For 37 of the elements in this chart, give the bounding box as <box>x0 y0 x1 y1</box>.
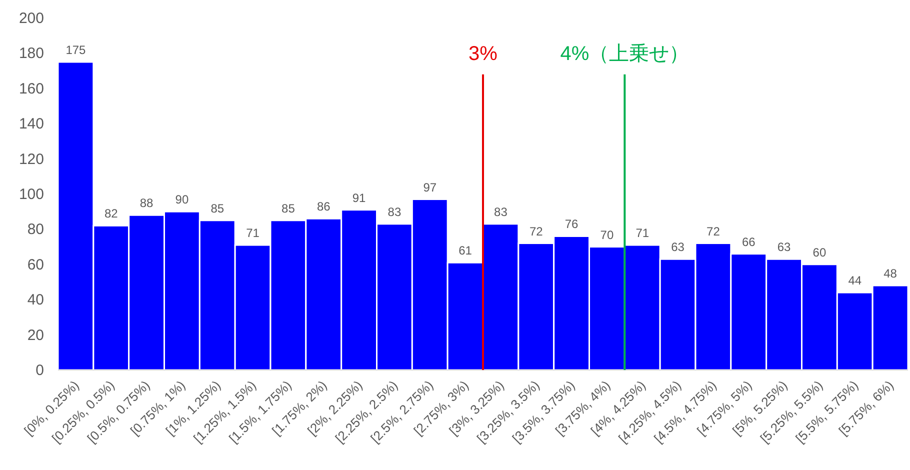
y-tick-label: 140 <box>18 116 44 133</box>
y-tick-label: 80 <box>27 221 44 238</box>
y-tick-label: 160 <box>18 80 44 98</box>
data-label: 66 <box>742 234 756 249</box>
ref-line-label: 4%（上乗せ） <box>560 43 690 66</box>
data-label: 44 <box>848 274 862 288</box>
y-tick-label: 100 <box>18 186 44 203</box>
data-label: 60 <box>812 245 826 260</box>
data-label: 63 <box>671 240 685 254</box>
data-label: 48 <box>884 266 898 281</box>
data-label: 71 <box>636 226 650 240</box>
data-label: 91 <box>352 190 366 205</box>
data-label: 175 <box>66 43 86 57</box>
data-label: 83 <box>494 204 508 219</box>
data-label: 85 <box>282 201 296 216</box>
data-label: 82 <box>104 206 118 221</box>
data-label: 61 <box>458 244 472 258</box>
y-tick-label: 20 <box>27 326 44 344</box>
data-label: 71 <box>246 226 260 240</box>
data-label: 85 <box>210 201 224 216</box>
data-label: 70 <box>600 228 614 242</box>
y-tick-label: 180 <box>18 45 44 62</box>
ref-line-label: 3% <box>468 43 498 66</box>
data-label: 88 <box>140 196 154 210</box>
y-tick-label: 200 <box>18 10 44 27</box>
data-label: 90 <box>175 192 189 207</box>
data-label: 76 <box>564 217 579 232</box>
y-tick-label: 60 <box>27 256 44 274</box>
y-tick-label: 120 <box>18 150 44 168</box>
data-label: 86 <box>316 200 331 214</box>
y-tick-label: 0 <box>36 362 44 379</box>
data-label: 72 <box>706 224 720 238</box>
data-label: 63 <box>777 240 792 254</box>
data-label: 72 <box>529 224 544 238</box>
data-label: 97 <box>423 180 437 194</box>
data-label: 83 <box>388 204 402 219</box>
y-tick-label: 40 <box>27 292 44 309</box>
